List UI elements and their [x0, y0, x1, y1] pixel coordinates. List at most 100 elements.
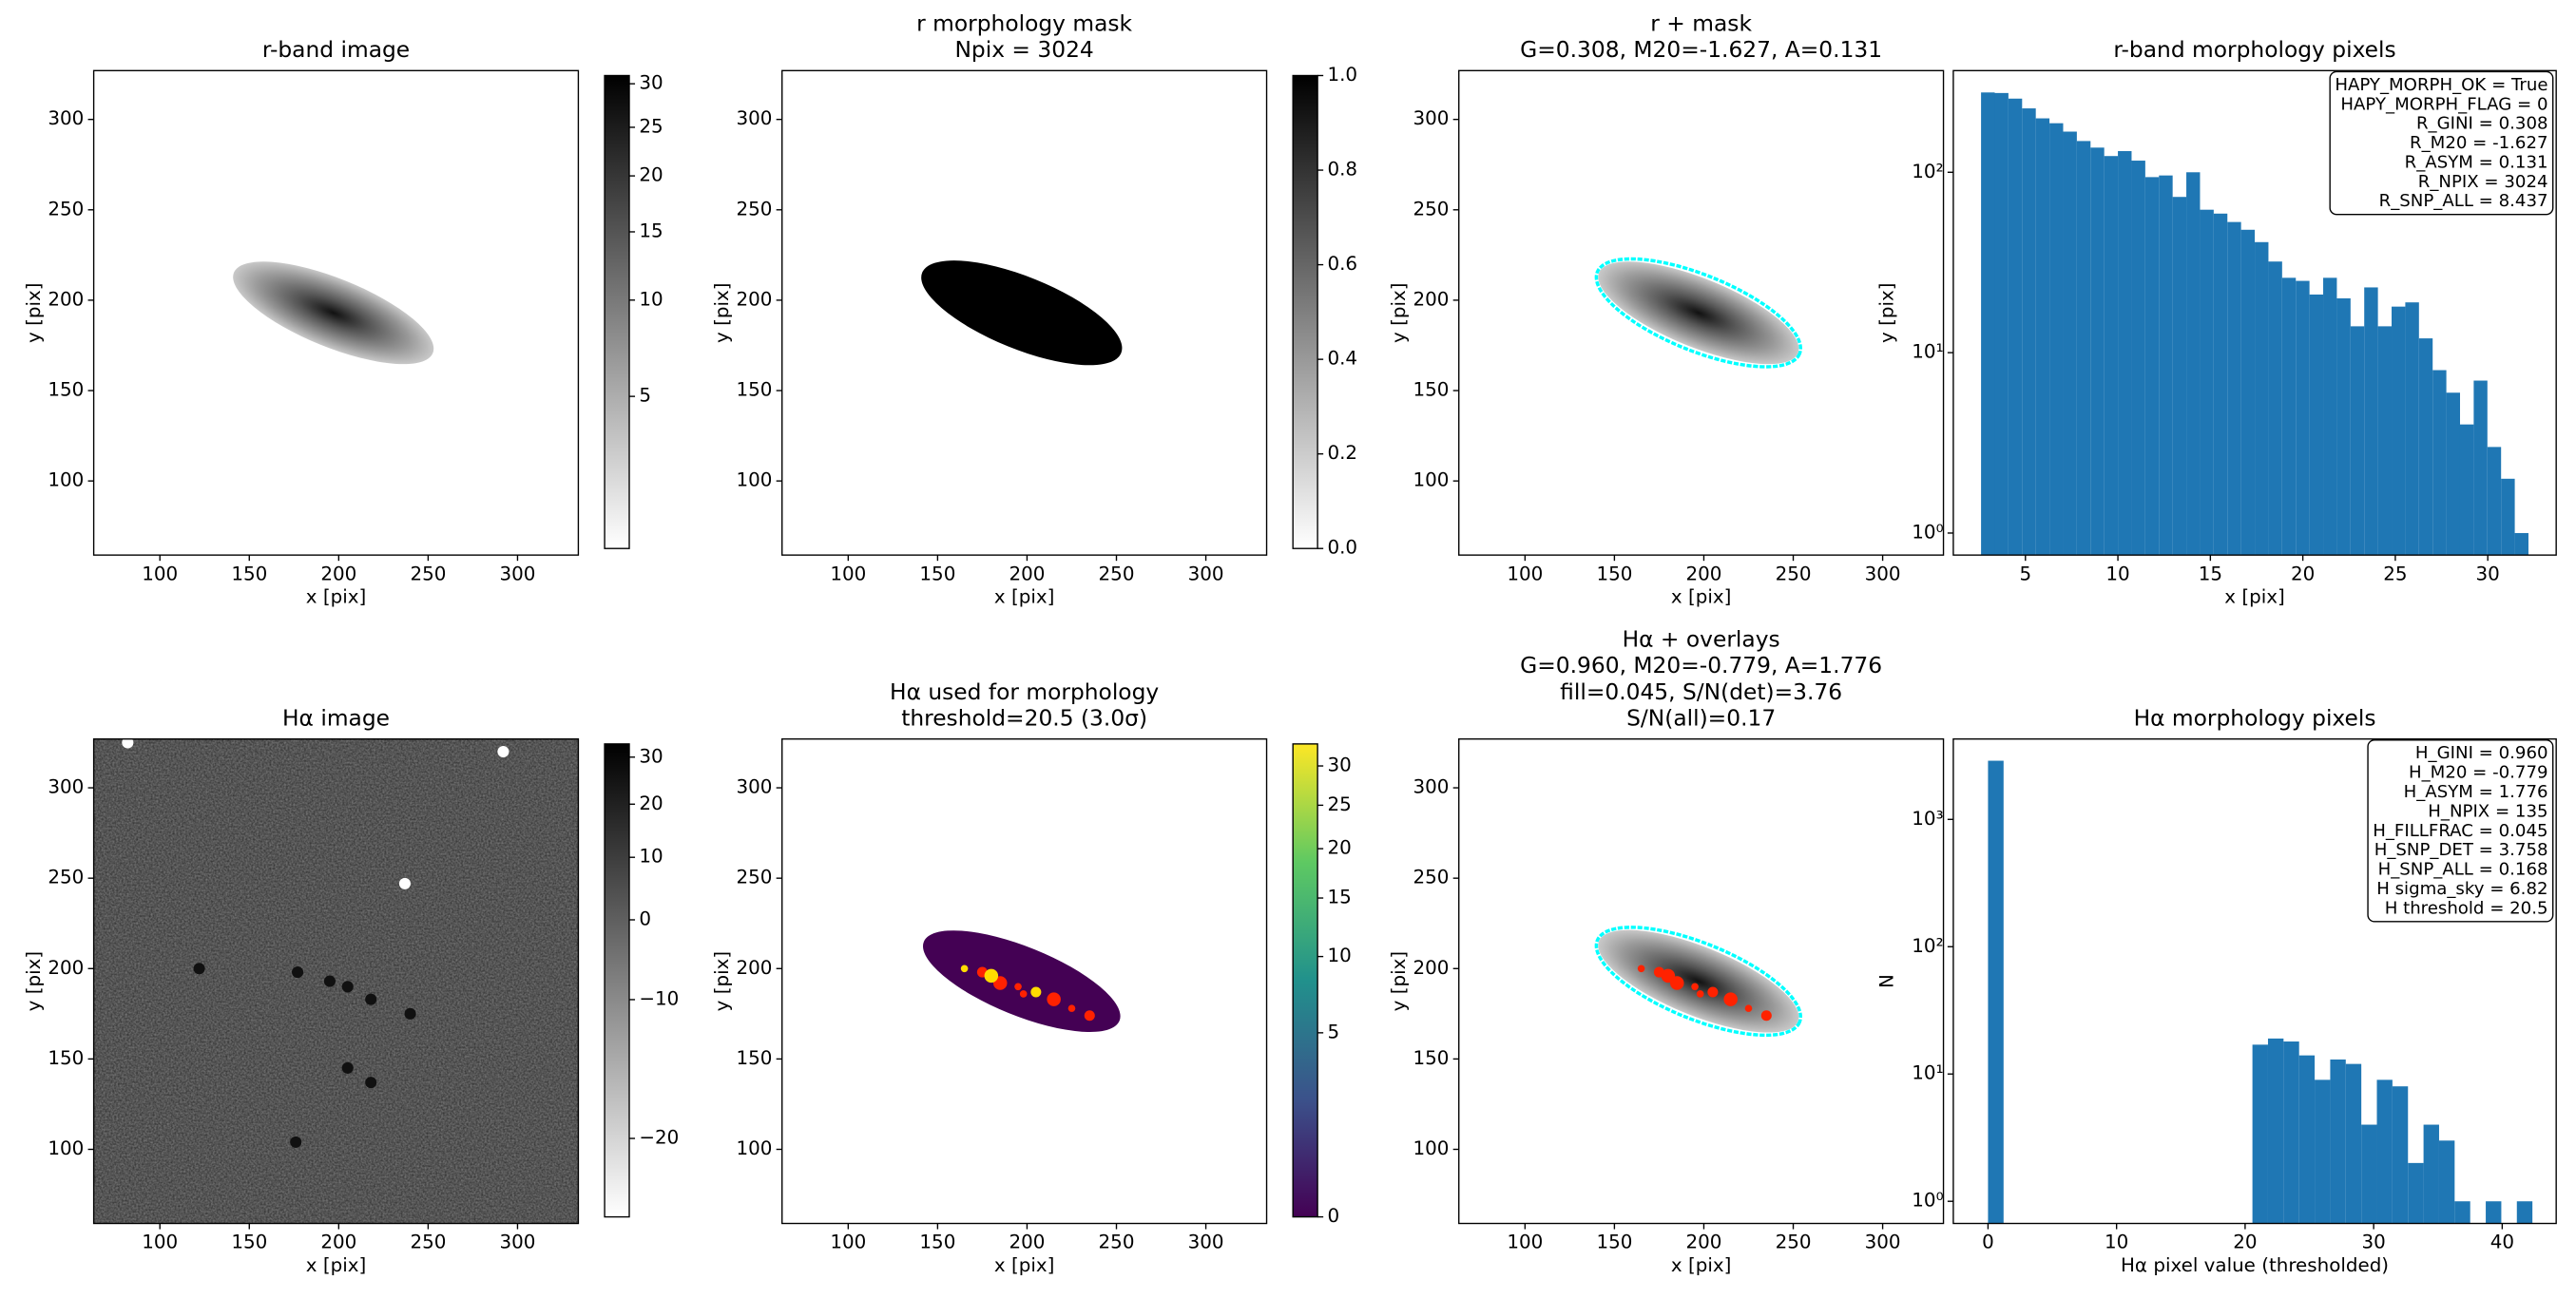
hist-bar — [2283, 1041, 2299, 1224]
y-tick-label: 200 — [48, 288, 84, 310]
y-axis-label: y [pix] — [1388, 951, 1410, 1011]
annotation-line: H_ASYM = 1.776 — [2404, 782, 2548, 802]
x-tick-label: 25 — [2383, 563, 2407, 584]
y-axis-label: y [pix] — [23, 951, 45, 1011]
y-axis-label: y [pix] — [711, 951, 733, 1011]
mask-contour — [1594, 257, 1802, 369]
image-layer — [1594, 257, 1802, 369]
hist-bar — [2252, 1044, 2268, 1224]
y-axis-label: y [pix] — [1388, 282, 1410, 342]
colorbar-tick-label: 0.4 — [1327, 348, 1357, 370]
hist-bar — [2418, 338, 2433, 556]
annotation-line: R_NPIX = 3024 — [2418, 172, 2548, 192]
axes-frame — [92, 737, 580, 1225]
mask-contour — [1594, 926, 1802, 1038]
hist-bar — [2213, 213, 2228, 556]
y-axis-label: N — [1875, 974, 1897, 988]
y-tick-label: 300 — [1413, 776, 1449, 798]
y-tick-label: 200 — [736, 957, 772, 979]
y-tick-label: 300 — [48, 107, 84, 129]
x-axis-label: x [pix] — [306, 586, 366, 608]
hist-bar — [2459, 424, 2474, 556]
hist-bar — [2063, 131, 2077, 556]
halpha-spot — [1691, 983, 1699, 991]
colorbar-tick-label: 10 — [639, 846, 663, 868]
y-tick-label: 300 — [736, 107, 772, 129]
y-tick-label: 10² — [1912, 935, 1943, 957]
x-tick-label: 150 — [1596, 563, 1632, 584]
x-tick-label: 200 — [1009, 563, 1045, 584]
halpha-spot — [1696, 990, 1704, 998]
colorbar-tick-label: 30 — [639, 72, 663, 94]
hist-bar — [2104, 156, 2119, 556]
hist-bar — [2049, 123, 2064, 556]
y-tick-label: 250 — [736, 867, 772, 888]
dark-source — [323, 975, 336, 987]
x-tick-label: 100 — [830, 1232, 866, 1253]
y-tick-label: 10¹ — [1912, 1062, 1943, 1084]
x-tick-label: 150 — [919, 1232, 955, 1253]
hist-bar — [2501, 478, 2515, 556]
y-tick-label: 10⁰ — [1912, 521, 1943, 543]
axes-frame — [1458, 737, 1945, 1225]
y-tick-label: 250 — [48, 198, 84, 220]
halpha-spot — [960, 965, 969, 973]
y-tick-label: 100 — [736, 469, 772, 491]
colorbar-tick-label: 20 — [639, 164, 663, 186]
hist-bar — [2486, 1201, 2502, 1224]
y-tick-label: 10² — [1912, 161, 1943, 182]
hist-bar — [2364, 287, 2378, 556]
hist-bar — [1994, 92, 2009, 556]
colorbar-tick-label: 25 — [1327, 793, 1351, 815]
colorbar-tick-label: 25 — [639, 115, 663, 137]
axes-frame — [1952, 69, 2557, 556]
panel-title: S/N(all)=0.17 — [1626, 704, 1776, 731]
x-tick-label: 200 — [320, 1232, 356, 1253]
hist-bar — [2423, 1124, 2439, 1224]
annotation-line: R_ASYM = 0.131 — [2405, 152, 2548, 172]
y-tick-label: 100 — [736, 1137, 772, 1159]
annotation-line: HAPY_MORPH_FLAG = 0 — [2340, 94, 2547, 114]
y-tick-label: 300 — [1413, 107, 1449, 129]
x-tick-label: 300 — [500, 563, 536, 584]
hist-bar — [2336, 297, 2351, 556]
dark-source — [365, 1077, 377, 1089]
image-layer — [1594, 926, 1802, 1038]
hist-bar — [2376, 1079, 2393, 1224]
colorbar-tick-label: 0.8 — [1327, 159, 1357, 181]
x-tick-label: 200 — [1686, 563, 1722, 584]
x-tick-label: 30 — [2476, 563, 2500, 584]
hist-bar — [2392, 306, 2406, 556]
hist-bar — [2438, 1140, 2455, 1224]
colorbar-tick-label: 0 — [1327, 1205, 1339, 1227]
colorbar-tick-label: −20 — [639, 1127, 679, 1149]
colorbar-tick-label: 30 — [1327, 755, 1351, 776]
y-tick-label: 250 — [1413, 198, 1449, 220]
annotation-line: H_NPIX = 135 — [2428, 801, 2547, 821]
y-tick-label: 150 — [736, 1047, 772, 1069]
colorbar-tick-label: 0.2 — [1327, 442, 1357, 464]
hist-bar — [2516, 1201, 2533, 1224]
colorbar-tick-label: 0.0 — [1327, 537, 1357, 559]
colorbar-tick-label: 15 — [639, 220, 663, 241]
galaxy-image — [1598, 261, 1799, 365]
x-tick-label: 100 — [142, 1232, 178, 1253]
colorbar — [604, 743, 630, 1218]
y-tick-label: 150 — [48, 1047, 84, 1069]
y-tick-label: 250 — [48, 867, 84, 888]
dark-source — [341, 1061, 354, 1074]
panel-title: r + mask — [1650, 10, 1752, 36]
hist-bar — [2361, 1124, 2377, 1224]
hist-bar — [2473, 380, 2488, 556]
y-tick-label: 150 — [48, 379, 84, 401]
x-tick-label: 200 — [320, 563, 356, 584]
colorbar-tick-label: 1.0 — [1327, 64, 1357, 86]
x-tick-label: 100 — [830, 563, 866, 584]
y-tick-label: 10⁰ — [1912, 1190, 1943, 1212]
colorbar-tick-label: 20 — [1327, 837, 1351, 859]
colorbar-tick-label: 10 — [1327, 945, 1351, 966]
hist-bar — [2432, 370, 2447, 556]
hist-bar — [2118, 151, 2132, 556]
